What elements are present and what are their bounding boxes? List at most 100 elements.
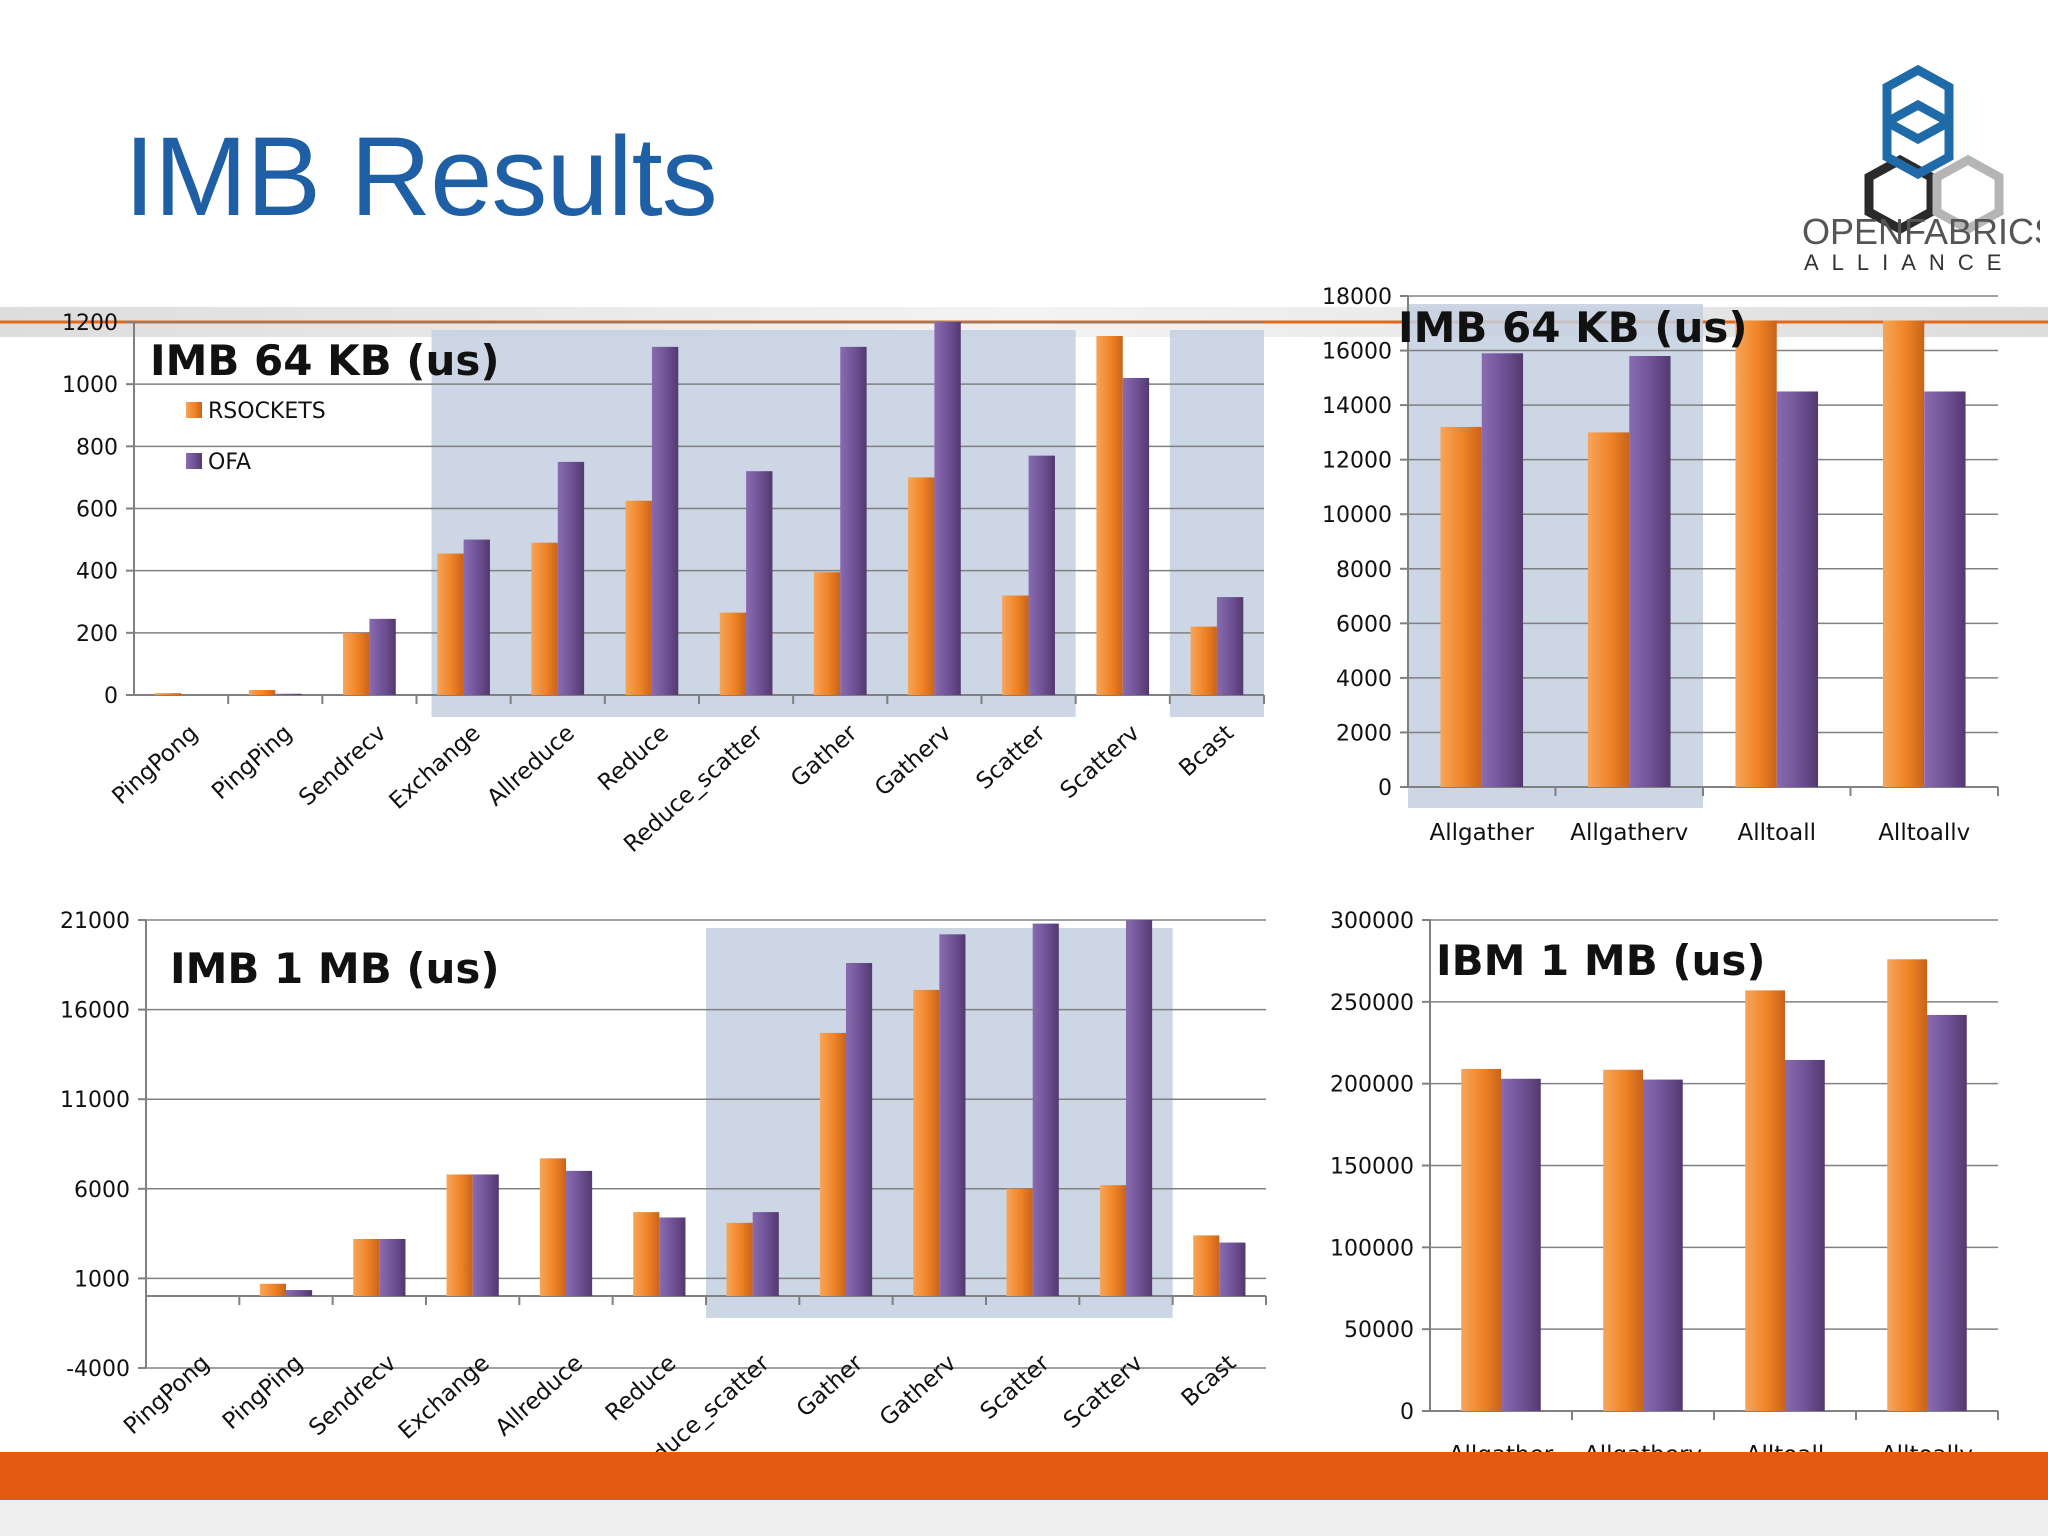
ofa-bar	[463, 539, 490, 695]
ofa-bar	[651, 346, 679, 695]
x-tick-label: Exchange	[394, 1350, 495, 1445]
rsockets-bar	[353, 1238, 380, 1296]
ofa-bar	[1216, 597, 1244, 695]
y-tick-label: 1000	[62, 373, 118, 398]
chart-3: -4000 1000 6000 11000 16000 21000 PingPong Ping…	[60, 909, 1267, 1488]
x-tick-label: PingPong	[119, 1350, 215, 1440]
legend-label: RSOCKETS	[208, 399, 326, 424]
logo-line1: OPENFABRICS	[1802, 211, 2040, 252]
y-tick-label: 400	[76, 560, 118, 585]
footer-band	[0, 1452, 2048, 1500]
openfabrics-logo: OPENFABRICS ALLIANCE	[1800, 62, 2048, 282]
x-tick-label: PingPing	[218, 1350, 308, 1435]
ofa-bar	[369, 618, 396, 695]
y-tick-label: -4000	[66, 1357, 130, 1382]
chart-2: 0 2000 4000 6000 8000 10000 12000 14000 16000 180…	[1322, 285, 1999, 846]
rsockets-bar	[1587, 432, 1630, 787]
rsockets-bar	[1461, 1068, 1501, 1411]
y-tick-label: 16000	[60, 999, 130, 1024]
x-tick-label: Scatterv	[1059, 1350, 1148, 1434]
ofa-bar	[1481, 353, 1524, 787]
ofa-bar	[1122, 377, 1150, 695]
y-tick-label: 18000	[1322, 285, 1392, 310]
y-tick-label: 1000	[74, 1267, 130, 1292]
rsockets-bar	[1603, 1069, 1643, 1411]
rsockets-bar	[908, 477, 935, 695]
y-tick-label: 600	[76, 498, 118, 523]
y-tick-label: 250000	[1330, 991, 1414, 1016]
ofa-bar	[557, 461, 585, 695]
ofa-bar	[659, 1217, 686, 1296]
rsockets-bar	[1002, 595, 1029, 695]
ofa-bar	[1785, 1059, 1825, 1411]
ofa-bar	[1032, 923, 1059, 1296]
x-tick-label: Allgather	[1430, 820, 1535, 846]
footer-strip	[0, 1500, 2048, 1536]
y-tick-label: 6000	[1336, 612, 1392, 637]
ofa-bar	[1501, 1078, 1541, 1411]
x-tick-label: Bcast	[1174, 720, 1239, 782]
ofa-bar	[1924, 391, 1966, 787]
rsockets-bar	[437, 553, 464, 695]
y-tick-label: 11000	[60, 1088, 130, 1113]
y-tick-label: 150000	[1330, 1155, 1414, 1180]
rsockets-bar	[259, 1283, 286, 1296]
x-tick-label: Sendrecv	[294, 720, 391, 811]
y-tick-label: 6000	[74, 1178, 130, 1203]
x-tick-label: Reduce	[601, 1350, 682, 1426]
x-tick-label: Reduce	[593, 720, 674, 796]
x-tick-label: Scatter	[976, 1350, 1055, 1425]
y-tick-label: 100000	[1330, 1236, 1414, 1261]
x-tick-label: Exchange	[385, 720, 486, 815]
ofa-bar	[1629, 356, 1671, 787]
rsockets-bar	[913, 989, 940, 1296]
rsockets-bar	[531, 542, 558, 695]
x-tick-label: Alltoallv	[1878, 820, 1970, 846]
y-tick-label: 0	[1378, 776, 1392, 801]
slide-title: IMB Results	[124, 114, 718, 239]
rsockets-bar	[343, 632, 370, 695]
ofa-bar	[1028, 455, 1055, 695]
rsockets-bar	[633, 1212, 660, 1296]
y-tick-label: 0	[1400, 1400, 1414, 1425]
x-tick-label: Gather	[792, 1350, 869, 1423]
ofa-bar	[939, 934, 966, 1296]
hexagon-logo-icon: OPENFABRICS ALLIANCE	[1802, 64, 2048, 275]
legend-swatch	[186, 402, 202, 418]
y-tick-label: 1200	[62, 311, 118, 336]
chart-4: 050000100000150000200000250000300000Allg…	[1330, 909, 1999, 1468]
rsockets-bar	[813, 572, 841, 695]
rsockets-bar	[1882, 320, 1925, 787]
legend-swatch	[186, 453, 202, 469]
rsockets-bar	[154, 693, 182, 695]
chart-1: 0 200 400 600 800 1000 1200 PingPong PingPingSen…	[62, 311, 1265, 858]
x-tick-label: Gather	[786, 720, 863, 793]
y-tick-label: 800	[76, 435, 118, 460]
ofa-bar	[934, 322, 961, 695]
chart-title: IBM 1 MB (us)	[1436, 936, 1766, 985]
x-tick-label: Allreduce	[491, 1350, 588, 1441]
ofa-bar	[846, 963, 873, 1296]
chart-title: IMB 64 KB (us)	[1398, 303, 1748, 352]
ofa-bar	[566, 1170, 593, 1296]
y-tick-label: 10000	[1322, 503, 1392, 528]
rsockets-bar	[1887, 959, 1927, 1411]
x-tick-label: Scatter	[972, 720, 1051, 795]
ofa-bar	[1219, 1242, 1246, 1296]
rsockets-bar	[1735, 320, 1777, 787]
ofa-bar	[379, 1238, 406, 1296]
rsockets-bar	[248, 690, 276, 695]
x-tick-label: Sendrecv	[304, 1350, 401, 1441]
y-tick-label: 200000	[1330, 1073, 1414, 1098]
ofa-bar	[752, 1212, 779, 1296]
ofa-bar	[1927, 1014, 1967, 1411]
y-tick-label: 50000	[1344, 1318, 1414, 1343]
rsockets-bar	[625, 500, 652, 695]
y-tick-label: 14000	[1322, 394, 1392, 419]
rsockets-bar	[1099, 1185, 1126, 1296]
rsockets-bar	[1190, 626, 1217, 695]
rsockets-bar	[1193, 1235, 1220, 1296]
ofa-bar	[1776, 391, 1819, 787]
x-tick-label: Scatterv	[1056, 720, 1145, 804]
